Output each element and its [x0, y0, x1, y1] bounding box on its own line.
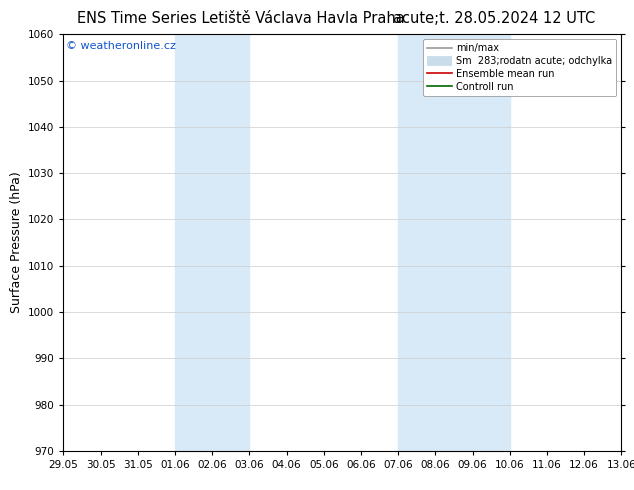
Bar: [398, 34, 510, 451]
Bar: [175, 34, 249, 451]
Text: © weatheronline.cz: © weatheronline.cz: [66, 41, 176, 50]
Y-axis label: Surface Pressure (hPa): Surface Pressure (hPa): [10, 172, 23, 314]
Legend: min/max, Sm  283;rodatn acute; odchylka, Ensemble mean run, Controll run: min/max, Sm 283;rodatn acute; odchylka, …: [424, 39, 616, 96]
Text: acute;t. 28.05.2024 12 UTC: acute;t. 28.05.2024 12 UTC: [393, 11, 596, 26]
Text: ENS Time Series Letiště Václava Havla Praha: ENS Time Series Letiště Václava Havla Pr…: [77, 11, 404, 26]
